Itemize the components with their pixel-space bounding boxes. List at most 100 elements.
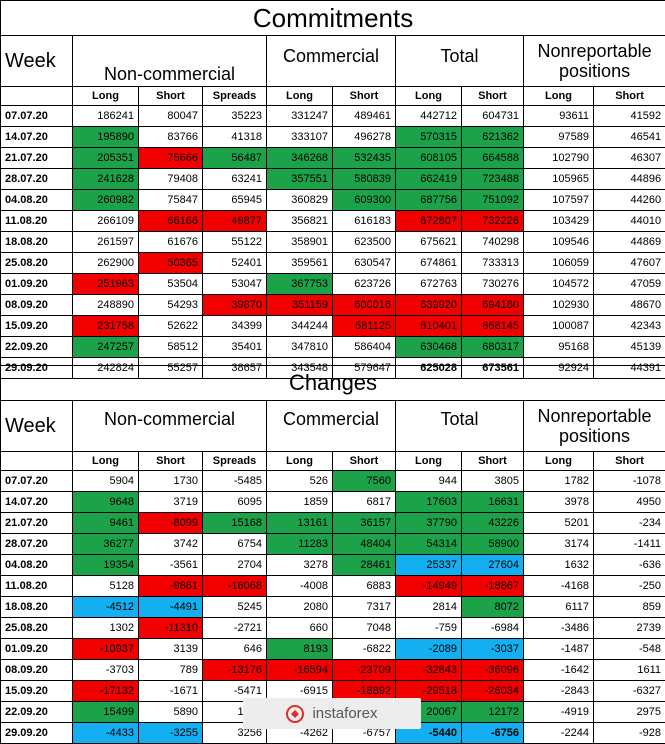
value-cell: 6117	[524, 597, 594, 618]
value-cell: -23709	[333, 660, 396, 681]
watermark-text: instaforex	[312, 705, 377, 722]
value-cell: 367753	[267, 274, 333, 295]
value-cell: 44896	[594, 169, 665, 190]
column-subheader: Spreads	[203, 452, 267, 471]
value-cell: 6883	[333, 576, 396, 597]
week-cell: 21.07.20	[1, 513, 73, 534]
value-cell: 610401	[396, 316, 462, 337]
value-cell: -5485	[203, 471, 267, 492]
value-cell: 261597	[73, 232, 139, 253]
week-cell: 14.07.20	[1, 127, 73, 148]
value-cell: 44260	[594, 190, 665, 211]
value-cell: 3805	[462, 471, 524, 492]
value-cell: 1302	[73, 618, 139, 639]
value-cell: -6327	[594, 681, 665, 702]
value-cell: -2721	[203, 618, 267, 639]
value-cell: 3742	[139, 534, 203, 555]
value-cell: 41592	[594, 106, 665, 127]
value-cell: -6756	[462, 723, 524, 744]
value-cell: 740298	[462, 232, 524, 253]
value-cell: 3174	[524, 534, 594, 555]
value-cell: 15499	[73, 702, 139, 723]
value-cell: 50365	[139, 253, 203, 274]
week-cell: 08.09.20	[1, 295, 73, 316]
value-cell: 241628	[73, 169, 139, 190]
value-cell: 859	[594, 597, 665, 618]
value-cell: -3561	[139, 555, 203, 576]
value-cell: 97589	[524, 127, 594, 148]
value-cell: 205351	[73, 148, 139, 169]
value-cell: 7317	[333, 597, 396, 618]
value-cell: 103429	[524, 211, 594, 232]
value-cell: 66166	[139, 211, 203, 232]
subheader-blank	[1, 87, 73, 106]
value-cell: -759	[396, 618, 462, 639]
value-cell: -1671	[139, 681, 203, 702]
value-cell: 61676	[139, 232, 203, 253]
value-cell: 8193	[267, 639, 333, 660]
column-subheader: Long	[524, 452, 594, 471]
week-cell: 22.09.20	[1, 337, 73, 358]
value-cell: 105965	[524, 169, 594, 190]
value-cell: 347810	[267, 337, 333, 358]
column-subheader: Long	[73, 87, 139, 106]
value-cell: 356821	[267, 211, 333, 232]
value-cell: -4168	[524, 576, 594, 597]
value-cell: -3255	[139, 723, 203, 744]
column-subheader: Spreads	[203, 87, 267, 106]
value-cell: 346268	[267, 148, 333, 169]
value-cell: 28461	[333, 555, 396, 576]
commercial-header: Commercial	[267, 401, 396, 452]
value-cell: 106059	[524, 253, 594, 274]
column-subheader: Short	[594, 452, 665, 471]
value-cell: -1411	[594, 534, 665, 555]
value-cell: 195890	[73, 127, 139, 148]
value-cell: 664588	[462, 148, 524, 169]
commitments-table: Commitments Week Non-commercial Commerci…	[0, 0, 665, 379]
value-cell: 358901	[267, 232, 333, 253]
value-cell: 47607	[594, 253, 665, 274]
week-header: Week	[1, 401, 73, 452]
value-cell: 15168	[203, 513, 267, 534]
value-cell: 1859	[267, 492, 333, 513]
value-cell: 52622	[139, 316, 203, 337]
value-cell: 616183	[333, 211, 396, 232]
column-subheader: Long	[524, 87, 594, 106]
value-cell: 5128	[73, 576, 139, 597]
column-subheader: Short	[139, 452, 203, 471]
value-cell: 41318	[203, 127, 267, 148]
week-cell: 01.09.20	[1, 639, 73, 660]
value-cell: -4919	[524, 702, 594, 723]
value-cell: 660	[267, 618, 333, 639]
value-cell: 34399	[203, 316, 267, 337]
value-cell: 674861	[396, 253, 462, 274]
value-cell: 54293	[139, 295, 203, 316]
value-cell: 260982	[73, 190, 139, 211]
week-cell: 04.08.20	[1, 555, 73, 576]
value-cell: -636	[594, 555, 665, 576]
subheader-blank	[1, 452, 73, 471]
value-cell: -250	[594, 576, 665, 597]
value-cell: -2089	[396, 639, 462, 660]
week-cell: 28.07.20	[1, 534, 73, 555]
value-cell: 63241	[203, 169, 267, 190]
value-cell: 247257	[73, 337, 139, 358]
value-cell: 52401	[203, 253, 267, 274]
value-cell: 2080	[267, 597, 333, 618]
value-cell: 668145	[462, 316, 524, 337]
value-cell: 266109	[73, 211, 139, 232]
value-cell: 646	[203, 639, 267, 660]
value-cell: 37790	[396, 513, 462, 534]
watermark: instaforex	[243, 698, 421, 729]
value-cell: 36277	[73, 534, 139, 555]
value-cell: 662419	[396, 169, 462, 190]
value-cell: 586404	[333, 337, 396, 358]
week-cell: 28.07.20	[1, 169, 73, 190]
